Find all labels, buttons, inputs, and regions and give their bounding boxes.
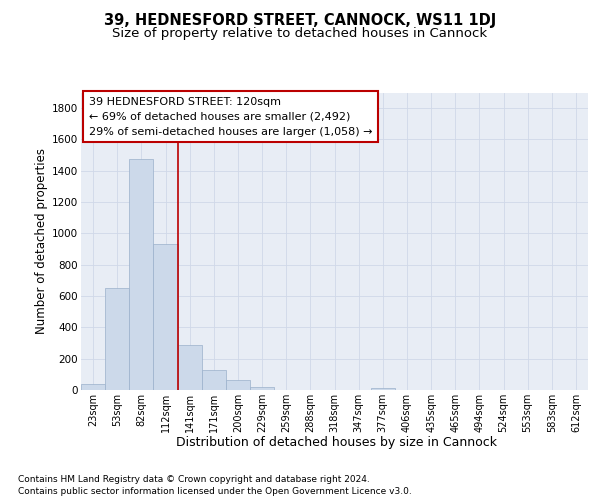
Bar <box>226 380 250 390</box>
Text: Distribution of detached houses by size in Cannock: Distribution of detached houses by size … <box>176 436 497 449</box>
Y-axis label: Number of detached properties: Number of detached properties <box>35 148 48 334</box>
Text: Contains public sector information licensed under the Open Government Licence v3: Contains public sector information licen… <box>18 488 412 496</box>
Bar <box>105 288 129 390</box>
Bar <box>81 384 105 390</box>
Bar <box>202 370 226 390</box>
Bar <box>250 386 274 390</box>
Bar <box>371 388 395 390</box>
Bar <box>178 346 202 390</box>
Text: 39 HEDNESFORD STREET: 120sqm
← 69% of detached houses are smaller (2,492)
29% of: 39 HEDNESFORD STREET: 120sqm ← 69% of de… <box>89 97 372 136</box>
Bar <box>154 244 178 390</box>
Bar <box>129 159 154 390</box>
Text: Contains HM Land Registry data © Crown copyright and database right 2024.: Contains HM Land Registry data © Crown c… <box>18 474 370 484</box>
Text: 39, HEDNESFORD STREET, CANNOCK, WS11 1DJ: 39, HEDNESFORD STREET, CANNOCK, WS11 1DJ <box>104 12 496 28</box>
Text: Size of property relative to detached houses in Cannock: Size of property relative to detached ho… <box>112 28 488 40</box>
